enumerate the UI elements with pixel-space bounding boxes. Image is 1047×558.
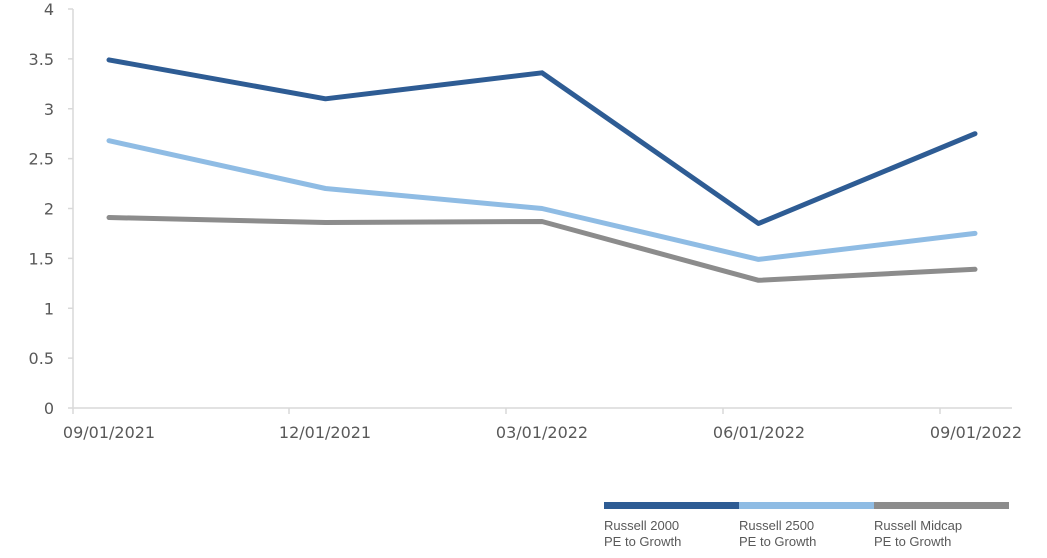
chart-axes (68, 8, 1012, 414)
x-tick-label: 06/01/2022 (713, 423, 805, 442)
y-tick-label: 2.5 (29, 150, 54, 169)
x-tick-label: 03/01/2022 (496, 423, 588, 442)
y-tick-label: 4 (44, 0, 54, 19)
series-line-1 (106, 57, 978, 226)
chart-series (106, 57, 978, 283)
legend-item: Russell Midcap PE to Growth (874, 502, 1009, 550)
line-chart: 0 0.5 1 1.5 2 2.5 3 3.5 4 09/01/2021 12/01/2021 03/… (29, 0, 1023, 442)
legend-item: Russell 2500 PE to Growth (739, 502, 874, 550)
y-tick-label: 3 (44, 100, 54, 119)
legend-item: Russell 2000 PE to Growth (604, 502, 739, 550)
chart-tick-labels: 0 0.5 1 1.5 2 2.5 3 3.5 4 09/01/2021 12/01/2021 03/… (29, 0, 1023, 442)
y-tick-label: 1.5 (29, 249, 54, 268)
legend-label: Russell 2000 PE to Growth (604, 518, 682, 549)
y-tick-label: 1 (44, 299, 54, 318)
y-tick-label: 3.5 (29, 50, 54, 69)
legend-swatch (874, 502, 1009, 509)
x-tick-label: 09/01/2021 (63, 423, 155, 442)
legend-label: Russell Midcap PE to Growth (874, 518, 963, 549)
legend-swatch (604, 502, 739, 509)
series-line-2 (106, 138, 978, 262)
x-tick-label: 12/01/2021 (279, 423, 371, 442)
legend-label: Russell 2500 PE to Growth (739, 518, 817, 549)
series-line-3 (106, 215, 978, 283)
y-tick-label: 2 (44, 200, 54, 219)
x-tick-label: 09/01/2022 (930, 423, 1022, 442)
chart-legend: Russell 2000 PE to Growth Russell 2500 PE… (604, 502, 1009, 550)
y-tick-label: 0.5 (29, 349, 54, 368)
legend-swatch (739, 502, 874, 509)
y-tick-label: 0 (44, 399, 54, 418)
